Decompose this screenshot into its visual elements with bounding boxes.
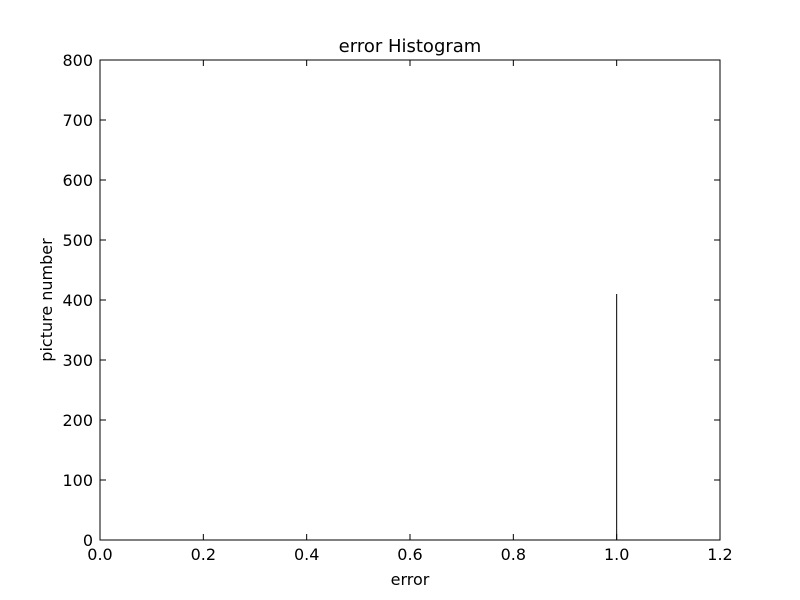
x-axis-label: error xyxy=(391,570,430,589)
y-tick-label-2: 200 xyxy=(62,411,93,430)
x-tick-label-2: 0.4 xyxy=(294,545,319,564)
x-tick-label-1: 0.2 xyxy=(191,545,216,564)
y-axis-label: picture number xyxy=(37,238,56,362)
y-tick-label-6: 600 xyxy=(62,171,93,190)
x-tick-label-6: 1.2 xyxy=(707,545,732,564)
x-tick-label-5: 1.0 xyxy=(604,545,629,564)
y-tick-label-8: 800 xyxy=(62,51,93,70)
y-tick-label-1: 100 xyxy=(62,471,93,490)
y-tick-label-3: 300 xyxy=(62,351,93,370)
y-tick-label-0: 0 xyxy=(83,531,93,550)
chart-title: error Histogram xyxy=(339,36,482,57)
y-tick-label-4: 400 xyxy=(62,291,93,310)
x-tick-label-4: 0.8 xyxy=(501,545,526,564)
plot-frame xyxy=(99,59,721,541)
x-axis-ticks: 0.0 0.2 0.4 0.6 0.8 1.0 1.2 xyxy=(87,60,733,564)
y-tick-label-7: 700 xyxy=(62,111,93,130)
y-tick-label-5: 500 xyxy=(62,231,93,250)
x-tick-label-3: 0.6 xyxy=(397,545,422,564)
x-tick-label-0: 0.0 xyxy=(87,545,112,564)
y-axis-ticks: 0 100 200 300 400 500 600 700 800 xyxy=(62,51,720,550)
